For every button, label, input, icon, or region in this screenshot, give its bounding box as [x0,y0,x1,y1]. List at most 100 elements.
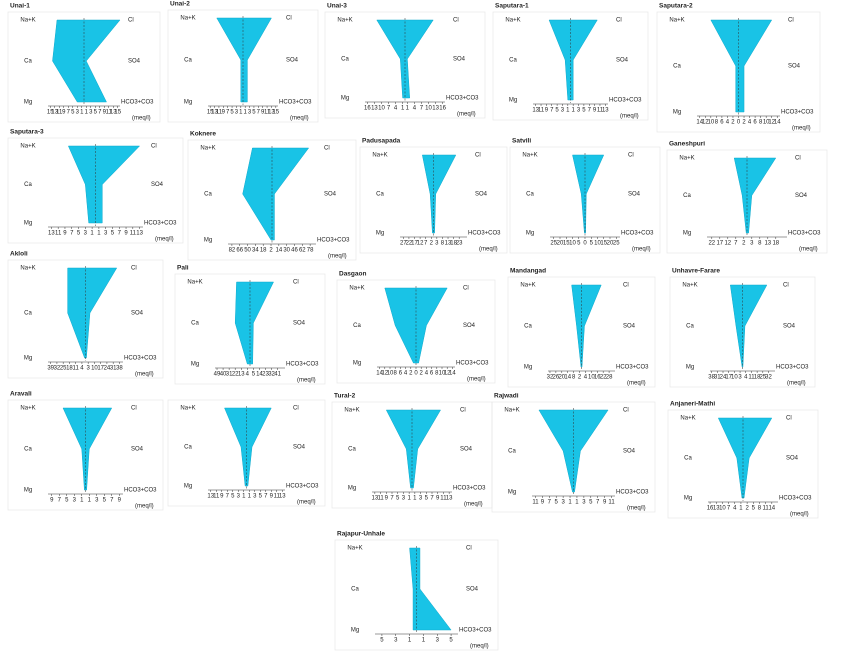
x-tick-label: 38 [116,366,123,372]
x-tick-label: 4 [726,120,730,126]
x-tick-label: 3 [89,110,93,116]
x-tick-label: 5 [396,496,400,502]
x-tick-label: 9 [261,110,265,116]
cation-label: Na+K [20,266,35,272]
anion-label: Cl [453,18,459,24]
x-tick-label: 20 [558,375,565,381]
anion-label: SO4 [151,182,164,188]
x-tick-label: 11 [55,231,62,237]
panel-title: Saputara-2 [659,3,693,10]
x-tick-label: 40 [220,372,227,378]
x-tick-label: 3 [750,241,754,247]
anion-label: Cl [786,416,792,422]
x-tick-label: 7 [264,494,268,500]
x-tick-label: 32 [54,366,61,372]
x-tick-label: 18 [772,241,779,247]
unit-label: (meq/l) [132,116,151,122]
x-tick-label: 13 [371,106,378,112]
x-tick-label: 13 [207,494,214,500]
x-tick-label: 7 [257,110,261,116]
x-tick-label: 3 [738,375,742,381]
x-tick-label: 7 [596,500,600,506]
x-tick-label: 5 [111,231,115,237]
panel-title: Aravali [10,391,32,398]
x-tick-label: 5 [259,494,263,500]
x-tick-label: 7 [226,494,230,500]
x-tick-label: 5 [590,241,594,247]
panel-title: Rajwadi [494,393,519,400]
anion-label: Cl [475,153,481,159]
x-tick-label: 10 [378,106,385,112]
anion-label: SO4 [788,64,801,70]
panel-title: Unai-3 [327,3,347,10]
x-tick-label: 9 [124,231,128,237]
x-tick-label: 11 [73,366,80,372]
unit-label: (meq/l) [799,247,818,253]
x-tick-label: 18 [260,248,267,254]
anion-label: Cl [788,18,794,24]
x-tick-label: 4 [246,372,250,378]
unit-label: (meq/l) [470,644,489,650]
anion-label: SO4 [131,311,144,317]
x-tick-label: 3 [95,498,99,504]
x-tick-label: 5 [555,500,559,506]
cation-label: Ca [524,324,532,330]
cation-label: Na+K [180,16,195,22]
x-tick-label: 11 [130,231,137,237]
cation-label: Na+K [520,283,535,289]
cation-label: Mg [509,98,517,104]
anion-label: SO4 [783,324,796,330]
x-tick-label: 1 [97,231,101,237]
anion-label: Cl [293,406,299,412]
x-tick-label: 8 [715,120,719,126]
cation-label: Na+K [180,406,195,412]
unit-label: (meq/l) [297,378,316,384]
x-tick-label: 16 [707,506,714,512]
x-tick-label: 82 [229,248,236,254]
unit-label: (meq/l) [790,512,809,518]
cation-label: Na+K [669,18,684,24]
cation-label: Na+K [504,408,519,414]
anion-label: HCO3+CO3 [468,231,501,237]
x-tick-label: 7 [98,110,102,116]
x-tick-label: 3 [253,494,257,500]
cation-label: Mg [351,628,359,634]
x-tick-label: 24 [104,366,111,372]
cation-label: Na+K [20,406,35,412]
x-tick-label: 12 [702,120,709,126]
x-tick-label: 10 [594,241,601,247]
x-tick-label: 6 [720,120,724,126]
x-tick-label: 5 [582,108,586,114]
x-tick-label: 11 [748,375,755,381]
panel-frame [7,137,184,244]
x-tick-label: 10 [763,120,770,126]
x-tick-label: 28 [606,375,613,381]
anion-label: Cl [795,156,801,162]
x-tick-label: 4 [80,366,84,372]
x-tick-label: 13 [51,110,58,116]
x-tick-label: 18 [66,366,73,372]
x-tick-label: 9 [593,108,597,114]
cation-label: Na+K [680,416,695,422]
stiff-polygon [733,157,777,234]
x-tick-label: 10 [425,106,432,112]
x-tick-label: 15 [600,241,607,247]
x-tick-label: 23 [456,241,463,247]
stiff-polygon [62,407,113,491]
x-tick-label: 12 [444,371,451,377]
x-tick-label: 13 [48,231,55,237]
cation-label: Ca [191,321,199,327]
panel-frame [656,11,821,133]
anion-label: HCO3+CO3 [286,362,319,368]
x-tick-label: 2 [745,506,749,512]
x-tick-label: 15 [563,241,570,247]
x-tick-label: 5 [380,638,384,644]
x-tick-label: 14 [696,120,703,126]
x-tick-label: 7 [588,108,592,114]
cation-label: Ca [24,182,32,188]
anion-label: Cl [623,283,629,289]
cation-label: Mg [24,100,32,106]
cation-label: Na+K [344,408,359,414]
x-tick-label: 4 [413,106,417,112]
x-tick-label: 17 [725,375,732,381]
